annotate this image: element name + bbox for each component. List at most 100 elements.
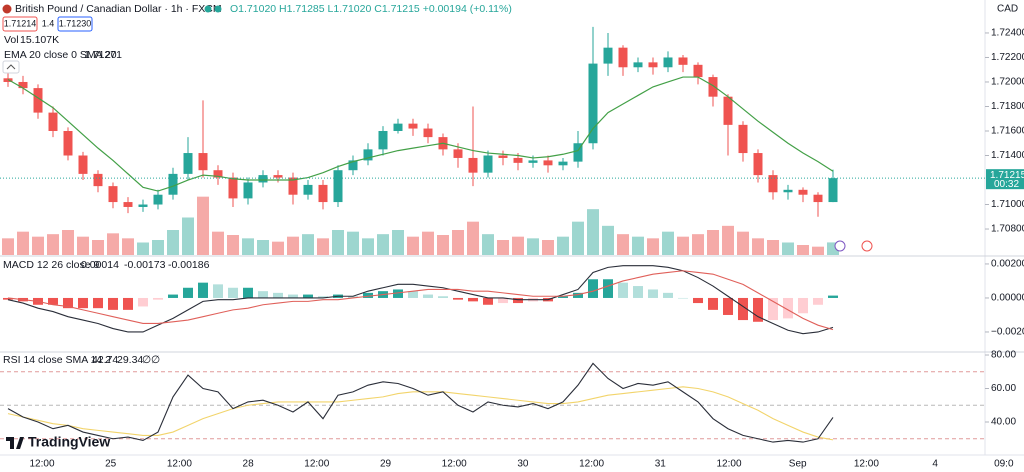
volume-bar [2, 238, 14, 255]
volume-bar [332, 230, 344, 255]
macd-histogram-bar [243, 287, 253, 298]
buy-button[interactable] [57, 16, 93, 32]
candle-body [753, 153, 763, 176]
rsi-empty: ∅ [151, 354, 160, 366]
macd-histogram-bar [618, 282, 628, 298]
ohlc-low: L1.71020 [328, 3, 372, 15]
sell-button[interactable] [2, 16, 38, 32]
volume-label: Vol [4, 34, 19, 46]
candle-body [618, 47, 628, 68]
candle-body [573, 143, 583, 162]
candle-body [348, 160, 358, 171]
event-icon[interactable] [834, 240, 846, 252]
macd-histogram-bar [573, 292, 583, 298]
macd-histogram-bar [468, 297, 478, 302]
candle-body [693, 64, 703, 78]
macd-histogram-bar [588, 279, 598, 298]
volume-bar [287, 236, 299, 255]
volume-bar [212, 231, 224, 255]
volume-bar [557, 236, 569, 255]
collapse-icon[interactable] [6, 64, 16, 70]
volume-value: 15.107K [20, 34, 59, 46]
candle-body [543, 160, 553, 166]
macd-histogram-bar [738, 297, 748, 321]
macd-histogram-bar [783, 297, 793, 319]
candle-body [273, 175, 283, 178]
candle-body [63, 130, 73, 156]
volume-bar [167, 230, 179, 255]
macd-histogram-bar [318, 296, 328, 298]
rsi-sma-value: 29.34 [117, 354, 143, 366]
volume-bar [512, 236, 524, 255]
volume-bar [47, 234, 59, 255]
volume-bar [692, 234, 704, 255]
macd-histogram-bar [213, 284, 223, 298]
sell-price[interactable]: 1.71214 [4, 18, 37, 28]
status-dot [214, 5, 222, 13]
candle-body [678, 57, 688, 65]
rsi-empty: ∅ [142, 354, 151, 366]
candle-body [513, 157, 523, 163]
candle-body [78, 155, 88, 174]
macd-histogram-bar [648, 289, 658, 298]
time-label: 25 [105, 459, 117, 470]
candle-body [138, 204, 148, 207]
candle-body [633, 62, 643, 68]
candle-body [18, 81, 28, 89]
event-icon[interactable] [861, 240, 873, 252]
buy-price[interactable]: 1.71230 [59, 18, 92, 28]
candle-body [33, 88, 43, 113]
candle-body [813, 194, 823, 203]
ema-line [7, 76, 834, 192]
candle-body [498, 155, 508, 158]
volume-bar [227, 235, 239, 255]
macd-title: MACD 12 26 close 9 [3, 259, 99, 271]
volume-bar [422, 231, 434, 255]
macd-histogram-bar [78, 297, 88, 309]
y-tick-label: 1.71400 [991, 150, 1024, 161]
candle-body [453, 149, 463, 158]
volume-bar [152, 240, 164, 255]
volume-bar [62, 230, 74, 255]
candle-body [588, 63, 598, 144]
spread: 1.4 [42, 18, 55, 28]
y-tick-label: 40.00 [991, 417, 1016, 428]
y-tick-label: 0.00000 [991, 293, 1024, 304]
volume-bar [302, 234, 314, 255]
macd-histogram-bar [798, 297, 808, 314]
candle-body [528, 160, 538, 163]
symbol-flag [2, 4, 12, 14]
macd-histogram-bar [693, 297, 703, 304]
macd-line [7, 265, 834, 335]
candle-body [558, 161, 568, 166]
y-tick-label: 1.71800 [991, 101, 1024, 112]
volume-bar [347, 231, 359, 255]
volume-bar [497, 240, 509, 255]
volume-bar [257, 240, 269, 255]
rsi-value: 42.74 [92, 354, 118, 366]
macd-histogram-bar [108, 297, 118, 310]
macd-histogram-bar [303, 294, 313, 298]
y-tick-label: 1.70800 [991, 224, 1024, 235]
macd-histogram-bar [348, 296, 358, 298]
volume-bar [122, 238, 134, 255]
time-label: 31 [655, 459, 667, 470]
ohlc-high: H1.71285 [279, 3, 325, 15]
collapse-button[interactable] [2, 60, 20, 74]
volume-bar [362, 238, 374, 255]
candle-body [768, 175, 778, 193]
macd-histogram-bar [663, 292, 673, 298]
candle-body [198, 153, 208, 171]
candle-body [828, 178, 838, 203]
macd-value: -0.00173 [124, 259, 166, 271]
candle-body [243, 182, 253, 199]
y-tick-label: 1.72000 [991, 77, 1024, 88]
y-tick-label: 1.72200 [991, 52, 1024, 63]
macd-histogram-bar [678, 297, 688, 299]
brand: TradingView [28, 434, 110, 450]
time-label: 28 [243, 459, 255, 470]
macd-histogram-bar [198, 282, 208, 298]
macd-histogram-bar [453, 297, 463, 300]
volume-bar [797, 245, 809, 255]
